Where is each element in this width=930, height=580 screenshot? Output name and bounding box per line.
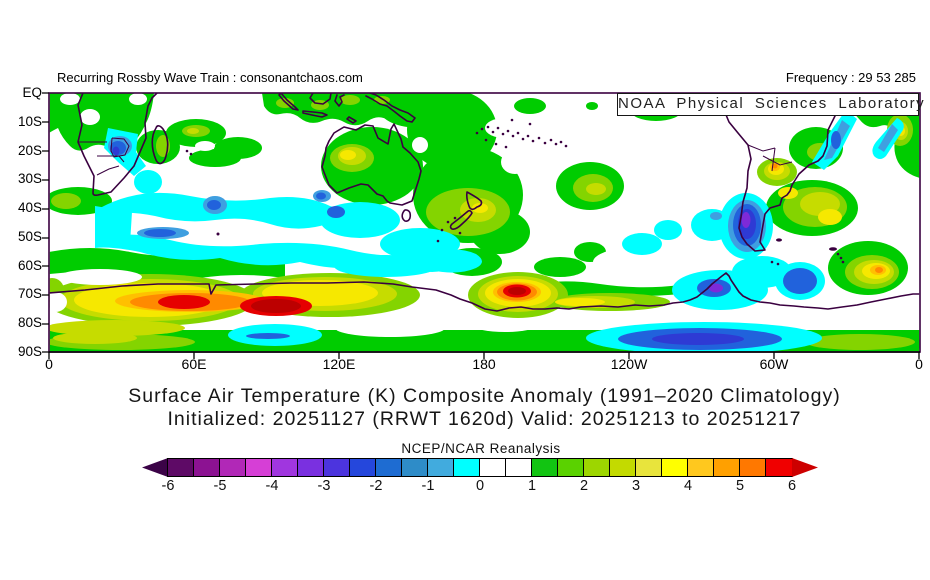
- colorbar-cell-17: [610, 459, 636, 476]
- lon-label-3-180: 180: [472, 356, 496, 372]
- lat-label-70S: 70S: [17, 286, 42, 302]
- noaa-credit-box: NOAA Physical Sciences Laboratory: [617, 93, 924, 116]
- colorbar-cell-12: [480, 459, 506, 476]
- colorbar-cell-8: [376, 459, 402, 476]
- colorbar-cell-6: [324, 459, 350, 476]
- violet-anomaly-cores: [709, 212, 751, 293]
- colorbar-cell-23: [766, 459, 792, 476]
- colorbar-cell-11: [454, 459, 480, 476]
- colorbar-cell-10: [428, 459, 454, 476]
- colorbar-tick--6: -6: [161, 478, 175, 494]
- colorbar-cell-19: [662, 459, 688, 476]
- colorbar-cell-3: [246, 459, 272, 476]
- colorbar-cell-4: [272, 459, 298, 476]
- lon-label-4-120W: 120W: [610, 356, 648, 372]
- neutral-fields: [49, 93, 886, 337]
- lat-label-30S: 30S: [17, 171, 42, 187]
- colorbar-tick--1: -1: [421, 478, 435, 494]
- colorbar-tick-5: 5: [735, 478, 745, 494]
- frequency-label: Frequency : 29 53 285: [785, 70, 916, 85]
- lat-label-80S: 80S: [17, 315, 42, 331]
- colorbar-tick-4: 4: [683, 478, 693, 494]
- colorbar-cell-16: [584, 459, 610, 476]
- lat-label-50S: 50S: [17, 228, 42, 244]
- colorbar-cell-13: [506, 459, 532, 476]
- country-borders: [78, 137, 793, 176]
- colorbar: [167, 458, 793, 477]
- colorbar-cell-20: [688, 459, 714, 476]
- lat-label-60S: 60S: [17, 257, 42, 273]
- lon-label-2-120E: 120E: [322, 356, 356, 372]
- colorbar-cell-1: [194, 459, 220, 476]
- lat-label-10S: 10S: [17, 113, 42, 129]
- dataset-label: NCEP/NCAR Reanalysis: [401, 441, 561, 456]
- colorbar-tick--3: -3: [317, 478, 331, 494]
- coastlines: [49, 93, 920, 312]
- dark-red-anomaly-cores: [251, 287, 526, 313]
- colorbar-tick--4: -4: [265, 478, 279, 494]
- colorbar-tick--2: -2: [369, 478, 383, 494]
- colorbar-cell-14: [532, 459, 558, 476]
- plot-title: Surface Air Temperature (K) Composite An…: [128, 385, 841, 407]
- colorbar-cell-18: [636, 459, 662, 476]
- lat-label-90S: 90S: [17, 344, 42, 360]
- colorbar-tick-1: 1: [527, 478, 537, 494]
- lon-label-1-60E: 60E: [181, 356, 207, 372]
- colorbar-tick-2: 2: [579, 478, 589, 494]
- lon-label-6-0: 0: [915, 356, 923, 372]
- lat-label-20S: 20S: [17, 142, 42, 158]
- lat-label-EQ: EQ: [22, 85, 42, 100]
- colorbar-cell-21: [714, 459, 740, 476]
- axis-ticks: [42, 92, 920, 359]
- colorbar-cell-5: [298, 459, 324, 476]
- colorbar-cell-15: [558, 459, 584, 476]
- lat-label-40S: 40S: [17, 200, 42, 216]
- island-dots: [185, 118, 845, 266]
- watermark-text: Recurring Rossby Wave Train : consonantc…: [57, 70, 363, 85]
- colorbar-cell-22: [740, 459, 766, 476]
- lon-label-5-60W: 60W: [759, 356, 789, 372]
- plot-subtitle: Initialized: 20251127 (RRWT 1620d) Valid…: [167, 408, 802, 430]
- colorbar-tick--5: -5: [213, 478, 227, 494]
- colorbar-cell-2: [220, 459, 246, 476]
- lon-label-0-0: 0: [45, 356, 53, 372]
- colorbar-tick-0: 0: [475, 478, 485, 494]
- colorbar-cell-9: [402, 459, 428, 476]
- colorbar-tick-3: 3: [631, 478, 641, 494]
- colorbar-cell-0: [168, 459, 194, 476]
- colorbar-tick-6: 6: [787, 478, 797, 494]
- colorbar-cell-7: [350, 459, 376, 476]
